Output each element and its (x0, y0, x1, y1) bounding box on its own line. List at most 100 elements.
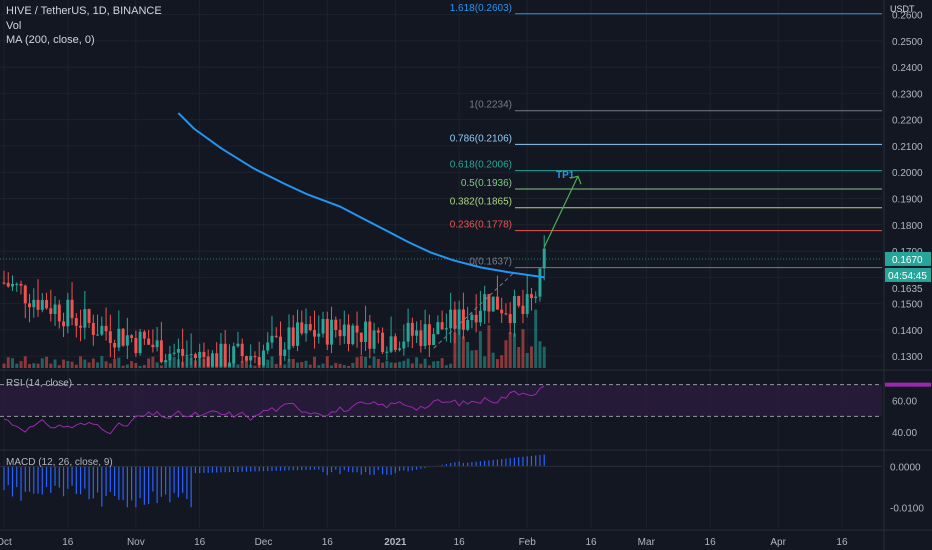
axes: 0.2600 0.2500 0.2400 0.2300 0.2200 0.2100 0.20… (0, 4, 931, 548)
candle-body (466, 320, 470, 330)
candle-body (83, 309, 87, 328)
macd-bar (156, 466, 158, 504)
volume-bar (11, 358, 14, 368)
indicator-ma[interactable]: MA (200, close, 0) (6, 34, 95, 46)
macd-bar (228, 466, 231, 473)
rsi-band (0, 384, 882, 417)
fib-label-6: 0.236(0.1778) (450, 220, 512, 231)
macd-bar (318, 466, 320, 470)
macd-bar (398, 466, 401, 471)
candle-body (410, 322, 414, 336)
volume-bar (266, 359, 270, 368)
time-tick-8: Feb (519, 537, 537, 548)
volume-bar (461, 336, 465, 368)
macd-bar (75, 466, 77, 495)
price-tick-5: 0.2100 (892, 142, 923, 153)
candle-body (100, 325, 104, 335)
macd-bar (92, 466, 94, 499)
candle-body (202, 351, 206, 358)
candle-body (461, 309, 465, 330)
macd-bar (262, 466, 265, 472)
macd-bar (152, 466, 154, 492)
volume-bar (534, 309, 538, 368)
rsi-value-marker (885, 382, 931, 387)
candle-body (151, 344, 155, 348)
candle-body (398, 348, 402, 350)
macd-bar (165, 466, 167, 495)
candle-body (321, 318, 325, 334)
candle-body (219, 343, 223, 367)
macd-bar (190, 466, 192, 508)
time-tick-5: 16 (322, 537, 334, 548)
price-tick-1: 0.2500 (892, 37, 923, 48)
candle-body (334, 319, 338, 331)
macd-bar (462, 463, 464, 467)
macd-bar (475, 461, 477, 467)
time-tick-9: 16 (585, 537, 597, 548)
macd-bar (50, 466, 52, 493)
macd-bar (530, 455, 533, 467)
volume-bar (96, 362, 100, 368)
tp1-label: TP1 (556, 170, 575, 181)
macd-bar (364, 466, 367, 473)
macd-bar (343, 466, 345, 471)
volume-bar (525, 352, 529, 368)
candle-body (261, 350, 265, 366)
fib-label-4: 0.5(0.1936) (461, 178, 512, 189)
volume-bar (130, 361, 134, 368)
candle-body (176, 348, 180, 353)
tp-arrow (543, 175, 579, 248)
macd-bar (118, 466, 120, 500)
candle-body (147, 338, 151, 345)
macd-bar (454, 462, 456, 467)
macd-bar (224, 466, 226, 473)
candle-body (325, 318, 329, 345)
macd-bar (467, 462, 469, 467)
macd-bar (16, 466, 18, 488)
indicator-vol[interactable]: Vol (6, 20, 22, 32)
volume-bar (79, 356, 83, 368)
volume-bar (385, 360, 389, 368)
rsi-label[interactable]: RSI (14, close) (6, 378, 73, 389)
candle-body (287, 327, 291, 350)
candle-body (517, 296, 521, 306)
macd-bar (305, 466, 307, 470)
candle-body (432, 334, 436, 346)
macd-bar (450, 463, 452, 467)
candle-body (266, 342, 270, 351)
candle-body (49, 308, 53, 314)
candle-body (419, 330, 423, 346)
candle-body (74, 318, 78, 326)
candle-body (385, 351, 389, 353)
candle-body (181, 348, 185, 356)
candle-body (193, 354, 197, 359)
macd-bar (347, 466, 350, 472)
fib-label-7: 0(0.1637) (469, 257, 512, 268)
candle-body (189, 354, 193, 356)
volume-bar (449, 363, 453, 368)
macd-bar (67, 466, 69, 489)
macd-bar (445, 463, 447, 467)
price-tick-12: 0.1400 (892, 326, 923, 337)
candle-body (364, 321, 368, 342)
macd-bar (313, 466, 316, 470)
candle-body (206, 357, 210, 367)
volume-bar (444, 365, 448, 368)
macd-bar (58, 466, 60, 488)
volume-bar (87, 362, 91, 368)
macd-label[interactable]: MACD (12, 26, close, 9) (6, 457, 113, 468)
candle-body (172, 352, 176, 354)
macd-bar (407, 466, 409, 472)
time-tick-12: Apr (770, 537, 786, 548)
candle-body (28, 303, 32, 308)
candle-body (402, 341, 406, 349)
candle-body (457, 309, 461, 329)
time-tick-6: 2021 (384, 537, 407, 548)
candle-body (296, 322, 299, 346)
macd-bar (194, 466, 197, 474)
macd-bar (424, 466, 426, 469)
candle-body (534, 296, 538, 299)
macd-bar (496, 459, 499, 467)
candle-body (53, 304, 57, 314)
